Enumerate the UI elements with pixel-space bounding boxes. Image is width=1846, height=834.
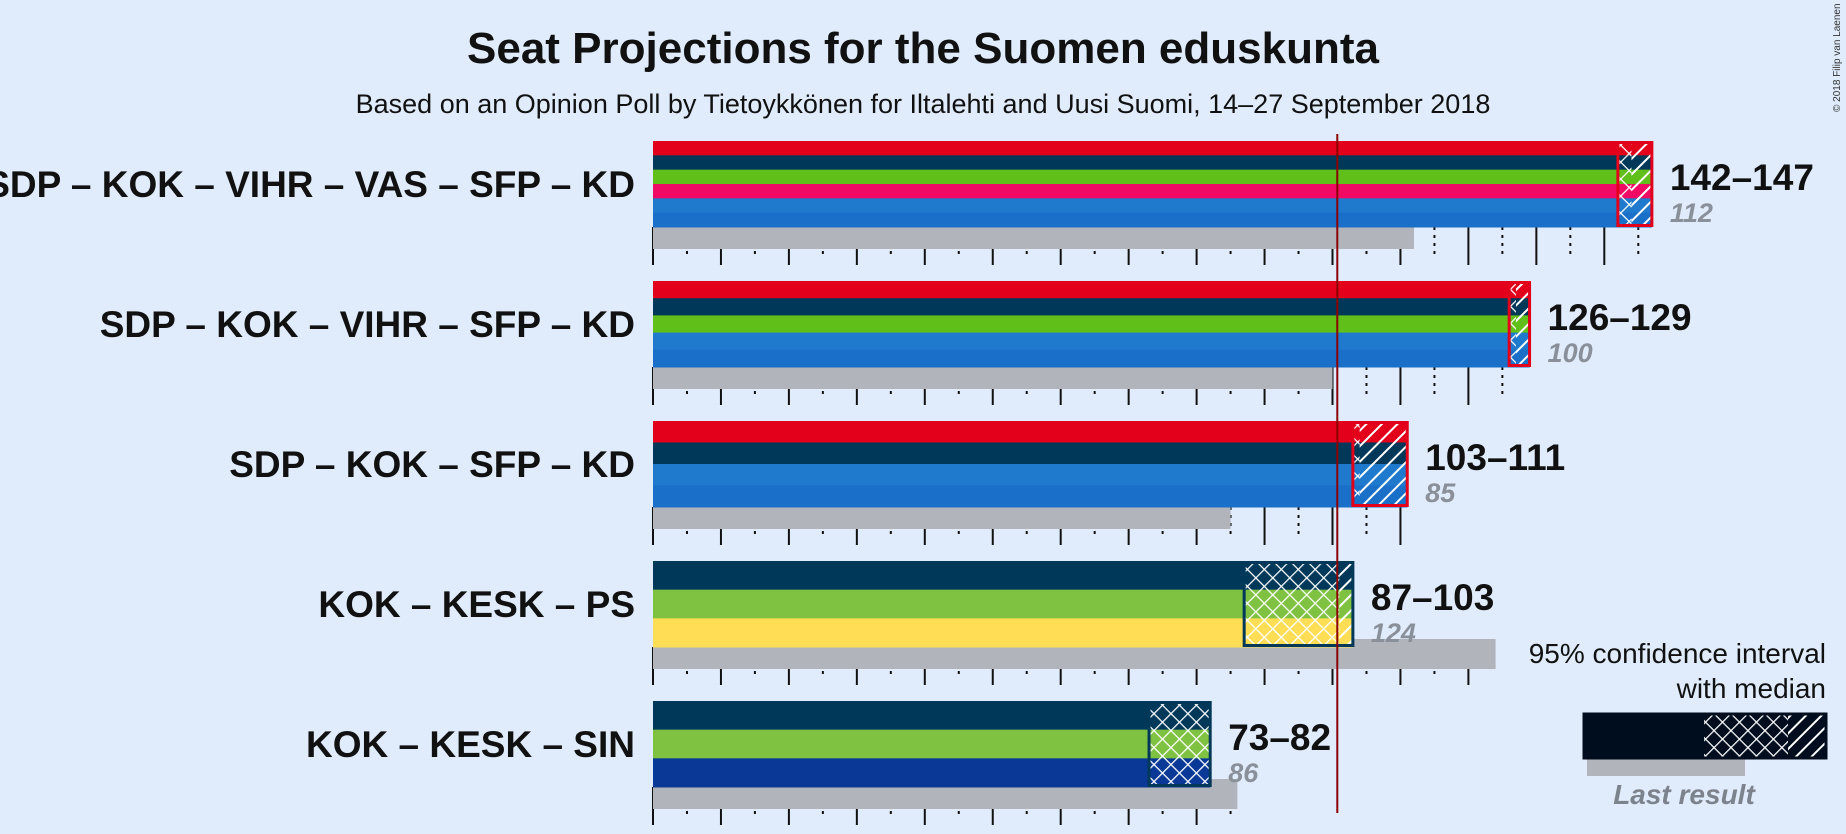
- coalition-label: KOK – KESK – PS: [318, 584, 635, 625]
- party-stripe-sdp: [653, 141, 1652, 156]
- legend-last-result-label: Last result: [1613, 779, 1756, 810]
- party-stripe-sdp: [653, 281, 1530, 299]
- party-stripe-vihr: [653, 315, 1530, 334]
- last-result-label: 124: [1371, 618, 1416, 648]
- legend-hatch-pattern: [1788, 714, 1826, 758]
- coalition-label: SDP – KOK – SFP – KD: [229, 444, 635, 485]
- party-stripe-kd: [653, 212, 1652, 228]
- legend-crosshatch-pattern: [1704, 714, 1788, 758]
- party-stripe-sfp: [653, 198, 1652, 214]
- seat-range-label: 87–103: [1371, 577, 1494, 618]
- party-stripe-sin: [653, 758, 1211, 788]
- ci-frame: [1147, 701, 1212, 787]
- last-result-label: 85: [1425, 478, 1456, 508]
- party-stripe-kesk: [653, 729, 1211, 759]
- ci-crosshatch: [1352, 421, 1360, 507]
- seat-range-label: 142–147: [1670, 157, 1814, 198]
- coalition-label: KOK – KESK – SIN: [306, 724, 635, 765]
- ci-hatch: [1631, 141, 1652, 227]
- party-stripe-vihr: [653, 169, 1652, 185]
- legend-ci-label: 95% confidence interval: [1529, 638, 1826, 669]
- party-stripe-kd: [653, 349, 1530, 368]
- ci-frame: [1351, 421, 1409, 507]
- seat-range-label: 73–82: [1228, 717, 1331, 758]
- ci-hatch: [1515, 281, 1530, 367]
- ci-frame: [1507, 281, 1532, 367]
- ci-crosshatch: [1149, 701, 1211, 787]
- legend-median-label: with median: [1676, 673, 1826, 704]
- party-stripe-sfp: [653, 332, 1530, 351]
- party-stripe-kok: [653, 561, 1353, 591]
- legend: 95% confidence interval with median Last…: [1529, 638, 1828, 810]
- legend-solid-bar: [1584, 714, 1704, 758]
- seat-range-label: 103–111: [1425, 437, 1565, 478]
- ci-crosshatch: [1509, 281, 1516, 367]
- copyright-notice: © 2018 Filip van Laenen: [1832, 3, 1843, 112]
- last-result-label: 112: [1670, 198, 1713, 228]
- ci-hatch: [1359, 421, 1408, 507]
- seat-range-label: 126–129: [1548, 297, 1692, 338]
- coalition-rows: SDP – KOK – VIHR – VAS – SFP – KD 142–147…: [0, 141, 1814, 809]
- ci-frame: [1242, 561, 1355, 647]
- party-stripe-kok: [653, 298, 1530, 316]
- party-stripe-ps: [653, 618, 1353, 648]
- chart-subtitle: Based on an Opinion Poll by Tietoykkönen…: [356, 89, 1491, 119]
- last-result-label: 100: [1548, 338, 1593, 368]
- party-stripe-vas: [653, 184, 1652, 199]
- party-stripe-kesk: [653, 589, 1353, 619]
- chart-title: Seat Projections for the Suomen eduskunt…: [467, 24, 1379, 73]
- ci-frame: [1616, 141, 1654, 227]
- coalition-label: SDP – KOK – VIHR – VAS – SFP – KD: [0, 164, 635, 205]
- party-stripe-kok: [653, 155, 1652, 171]
- ci-hatch: [1339, 561, 1353, 647]
- party-stripe-kok: [653, 442, 1408, 465]
- ci-crosshatch: [1617, 141, 1632, 227]
- party-stripe-sdp: [653, 421, 1408, 443]
- legend-frame: [1582, 712, 1828, 760]
- party-stripe-sfp: [653, 464, 1408, 486]
- coalition-label: SDP – KOK – VIHR – SFP – KD: [100, 304, 635, 345]
- last-result-label: 86: [1228, 758, 1259, 788]
- party-stripe-kd: [653, 485, 1408, 508]
- ci-crosshatch: [1244, 561, 1340, 647]
- coalition-row: SDP – KOK – VIHR – VAS – SFP – KD 142–147…: [0, 141, 1814, 249]
- party-stripe-kok: [653, 701, 1211, 731]
